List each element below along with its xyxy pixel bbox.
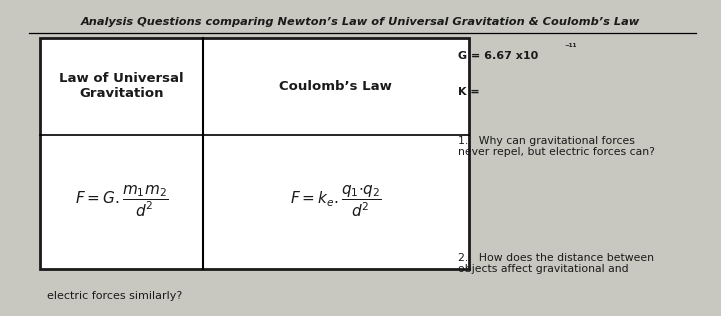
Text: 1.   Why can gravitational forces
never repel, but electric forces can?: 1. Why can gravitational forces never re… bbox=[458, 136, 655, 157]
Text: $F = G.\dfrac{m_1 m_2}{d^2}$: $F = G.\dfrac{m_1 m_2}{d^2}$ bbox=[74, 184, 168, 219]
Text: $F = k_e.\dfrac{q_1{\cdot}q_2}{d^2}$: $F = k_e.\dfrac{q_1{\cdot}q_2}{d^2}$ bbox=[290, 184, 381, 219]
Bar bbox=[40, 38, 469, 269]
Text: Analysis Questions comparing Newton’s Law of Universal Gravitation & Coulomb’s L: Analysis Questions comparing Newton’s La… bbox=[81, 17, 640, 27]
Text: 2.   How does the distance between
objects affect gravitational and: 2. How does the distance between objects… bbox=[458, 253, 654, 274]
Text: Law of Universal
Gravitation: Law of Universal Gravitation bbox=[59, 72, 183, 100]
Text: Coulomb’s Law: Coulomb’s Law bbox=[279, 80, 392, 93]
Text: G = 6.67 x10: G = 6.67 x10 bbox=[458, 51, 538, 61]
Text: ⁻¹¹: ⁻¹¹ bbox=[565, 43, 577, 52]
Text: electric forces similarly?: electric forces similarly? bbox=[47, 291, 182, 301]
Text: K =: K = bbox=[458, 87, 479, 97]
